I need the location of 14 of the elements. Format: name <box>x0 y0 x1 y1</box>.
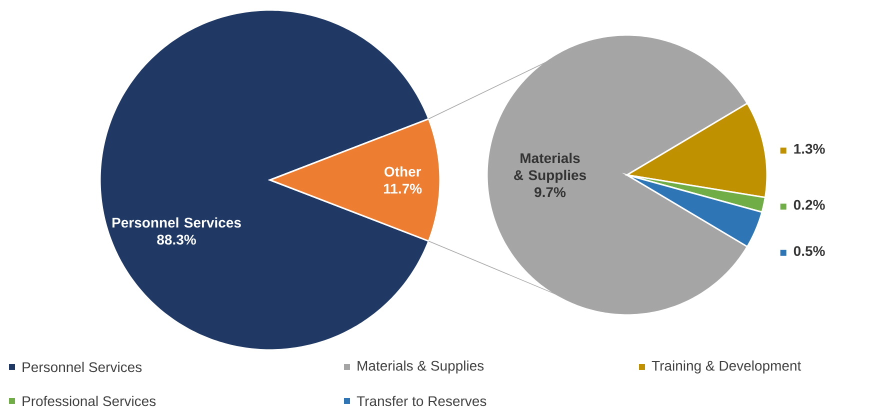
data-label: 88.3% <box>157 234 196 245</box>
legend-label: Transfer to Reserves <box>356 396 486 406</box>
data-label: 11.7% <box>384 184 422 194</box>
slice-label: Other <box>384 166 422 177</box>
data-label: 0.5% <box>794 246 825 256</box>
data-label: 0.2% <box>794 200 825 210</box>
data-label: 1.3% <box>794 144 825 154</box>
slice-label: Personnel Services <box>112 217 241 228</box>
legend-label: Materials & Supplies <box>358 360 484 374</box>
legend-label: Training & Development <box>652 360 802 374</box>
legend-label: Personnel Services <box>22 362 142 372</box>
legend-label: Professional Services <box>22 396 156 406</box>
data-label: 9.7% <box>534 187 566 198</box>
slice-label: Materials & Supplies <box>514 152 586 183</box>
